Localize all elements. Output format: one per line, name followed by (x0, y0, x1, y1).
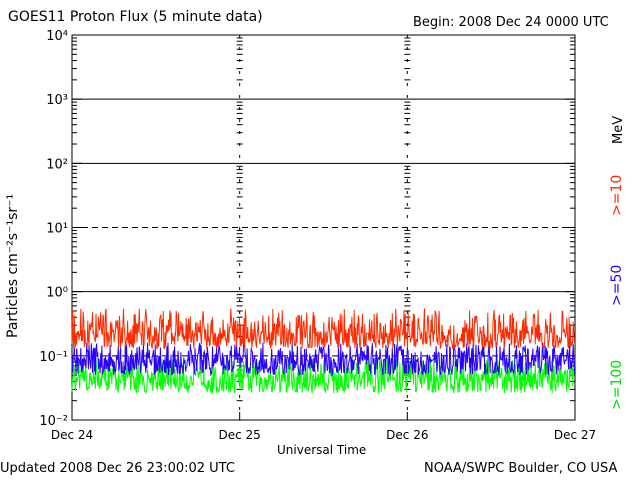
y-tick-label: 10¹ (46, 222, 68, 237)
y-tick-label: 10⁻² (39, 414, 68, 429)
x-tick-label: Dec 24 (51, 428, 93, 442)
series-line (71, 342, 576, 377)
updated-timestamp: Updated 2008 Dec 26 23:00:02 UTC (0, 461, 235, 476)
series-line (71, 308, 576, 350)
x-tick-label: Dec 25 (219, 428, 261, 442)
y-tick-label: 10⁴ (46, 29, 68, 44)
series-line (71, 358, 576, 395)
x-tick-label: Dec 27 (554, 428, 596, 442)
begin-time-label: Begin: 2008 Dec 24 0000 UTC (413, 15, 609, 30)
source-credit: NOAA/SWPC Boulder, CO USA (424, 461, 618, 476)
x-tick-label: Dec 26 (386, 428, 428, 442)
chart-title: GOES11 Proton Flux (5 minute data) (8, 9, 263, 25)
y-tick-label: 10⁰ (46, 286, 68, 301)
legend-unit: MeV (611, 115, 626, 144)
legend-item-50mev: >=50 (609, 264, 625, 306)
legend-item-100mev: >=100 (609, 359, 625, 410)
y-tick-label: 10² (46, 157, 68, 172)
y-axis-label: Particles cm⁻²s⁻¹sr⁻¹ (5, 193, 21, 338)
legend-item-10mev: >=10 (609, 174, 625, 216)
y-tick-label: 10³ (46, 93, 68, 108)
x-axis-label: Universal Time (277, 443, 367, 457)
y-tick-label: 10⁻¹ (39, 350, 68, 365)
